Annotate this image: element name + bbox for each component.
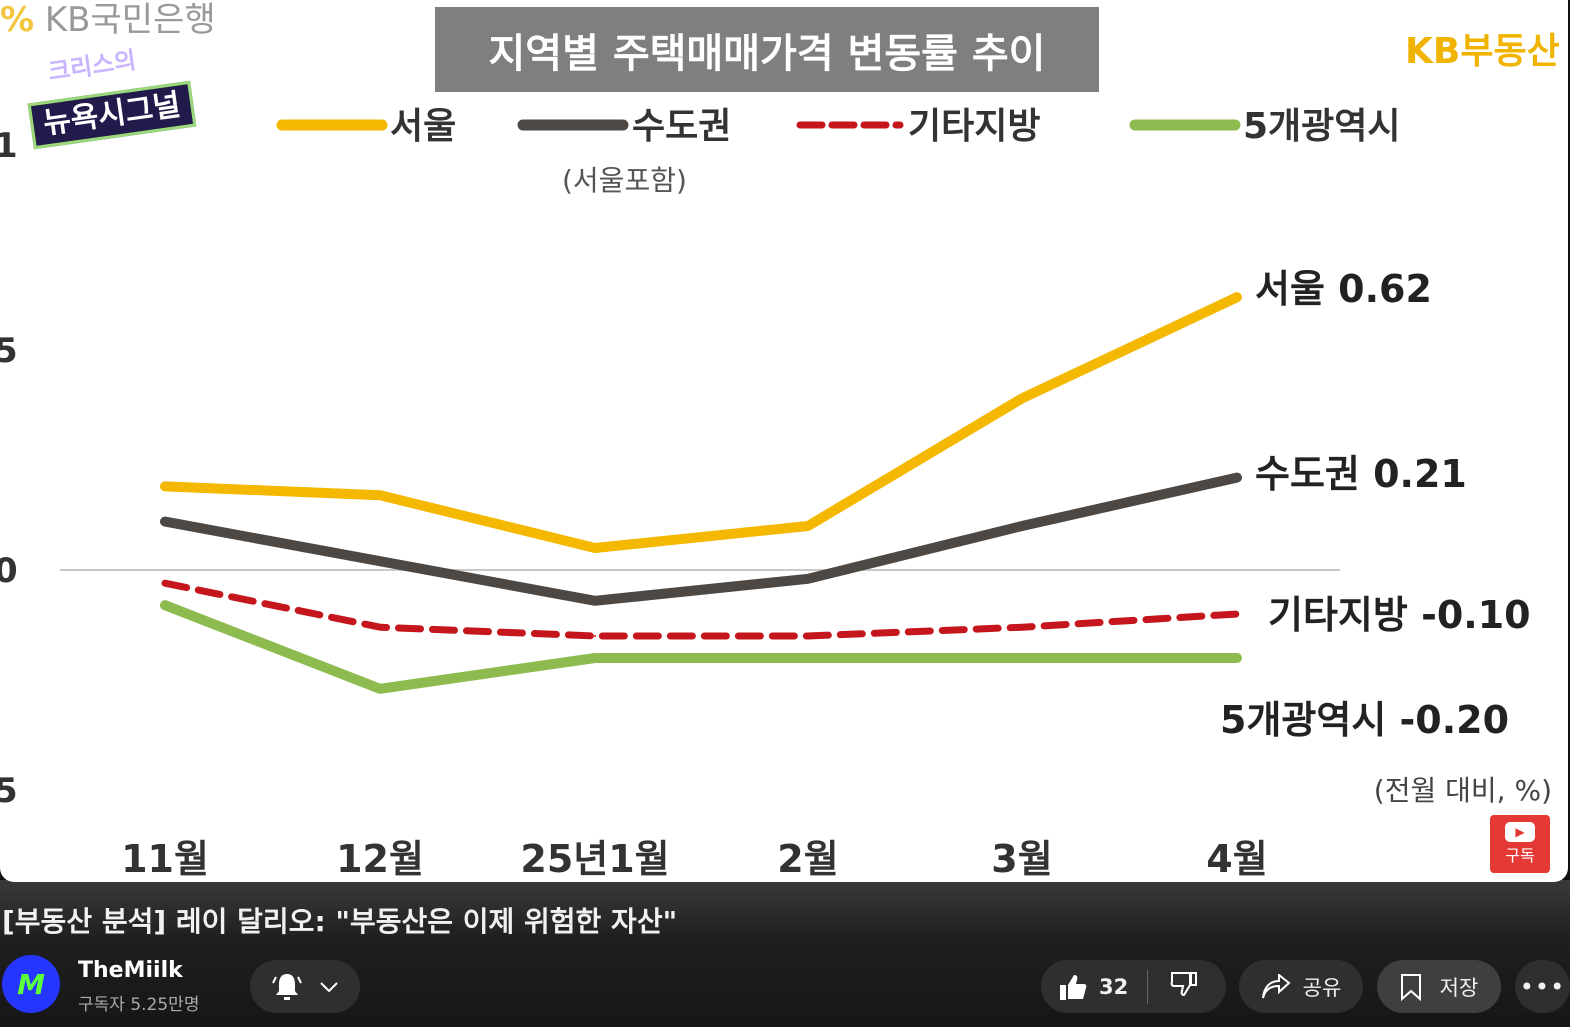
data-point xyxy=(594,547,596,549)
data-point xyxy=(164,520,166,523)
legend-label: 서울 xyxy=(390,106,456,147)
data-point xyxy=(379,687,381,690)
chevron-down-icon xyxy=(320,981,338,993)
data-point xyxy=(164,485,166,488)
kb-bank-logo: % KB국민은행 xyxy=(0,0,216,40)
series-line-3 xyxy=(161,579,1241,640)
avatar-logo: M xyxy=(17,967,45,1001)
data-point xyxy=(1021,525,1023,527)
more-icon: ••• xyxy=(1519,972,1566,1001)
subscribe-watermark-label: 구독 xyxy=(1505,846,1535,865)
save-label: 저장 xyxy=(1439,975,1479,1000)
y-tick-label: 5 xyxy=(0,771,18,811)
bell-icon xyxy=(272,971,302,1003)
notification-button[interactable] xyxy=(250,960,360,1013)
data-point xyxy=(379,494,381,497)
end-label: 서울 0.62 xyxy=(1255,267,1432,311)
channel-name[interactable]: TheMiilk xyxy=(78,958,183,983)
end-label: 기타지방 -0.10 xyxy=(1268,593,1531,637)
thumbs-down-icon xyxy=(1170,970,1198,998)
unit-note: (전월 대비, %) xyxy=(1374,774,1552,807)
data-point xyxy=(1021,626,1023,629)
data-point xyxy=(1021,397,1023,400)
series-line-1 xyxy=(160,472,1242,606)
bookmark-icon xyxy=(1400,973,1422,1001)
share-label: 공유 xyxy=(1302,975,1342,1000)
save-button[interactable]: 저장 xyxy=(1377,960,1501,1013)
y-tick-label: 1 xyxy=(0,126,18,166)
thumbs-up-icon xyxy=(1059,973,1087,1001)
dislike-button[interactable] xyxy=(1148,970,1198,1003)
data-point xyxy=(1021,657,1023,659)
x-tick-label: 3월 xyxy=(991,837,1052,881)
end-label: 수도권 0.21 xyxy=(1255,452,1467,496)
data-point xyxy=(807,657,809,659)
legend-label: 수도권 xyxy=(632,106,731,147)
subscribe-watermark-button[interactable]: ▶ 구독 xyxy=(1490,815,1550,873)
data-point xyxy=(164,582,166,585)
series-line-2 xyxy=(160,600,1242,694)
x-tick-label: 12월 xyxy=(336,837,424,881)
x-tick-label: 2월 xyxy=(777,837,838,881)
data-point xyxy=(1236,296,1238,299)
data-point xyxy=(1236,613,1238,615)
divider xyxy=(1147,969,1148,1004)
legend-label: 5개광역시 xyxy=(1243,106,1401,147)
share-button[interactable]: 공유 xyxy=(1239,960,1363,1013)
y-tick-label: 5 xyxy=(0,331,18,371)
play-icon: ▶ xyxy=(1505,822,1535,842)
subscriber-count: 구독자 5.25만명 xyxy=(78,995,200,1015)
data-point xyxy=(594,657,596,659)
like-button[interactable]: 32 xyxy=(1041,973,1147,1001)
y-tick-label: 0 xyxy=(0,551,18,591)
like-dislike-group: 32 xyxy=(1041,960,1226,1013)
data-point xyxy=(594,635,596,637)
more-actions-button[interactable]: ••• xyxy=(1515,960,1570,1013)
legend-label: 기타지방 xyxy=(908,106,1040,147)
data-point xyxy=(807,635,809,637)
data-point xyxy=(164,604,166,607)
kb-realestate-logo: KB부동산 xyxy=(1405,31,1560,72)
channel-avatar[interactable]: M xyxy=(2,955,60,1013)
end-label: 5개광역시 -0.20 xyxy=(1220,698,1509,742)
x-tick-label: 11월 xyxy=(121,837,209,881)
data-point xyxy=(807,577,809,580)
data-point xyxy=(379,626,381,629)
like-count: 32 xyxy=(1099,974,1129,999)
data-point xyxy=(379,560,381,563)
video-title: [부동산 분석] 레이 달리오: "부동산은 이제 위험한 자산" xyxy=(2,905,678,938)
chart-title: 지역별 주택매매가격 변동률 추이 xyxy=(435,7,1099,92)
data-point xyxy=(594,599,596,602)
series-line-0 xyxy=(160,292,1242,553)
data-point xyxy=(1236,657,1238,659)
data-point xyxy=(807,525,809,527)
legend-note: (서울포함) xyxy=(562,164,687,197)
x-tick-label: 4월 xyxy=(1206,837,1267,881)
x-tick-label: 25년1월 xyxy=(520,837,669,881)
data-point xyxy=(1236,476,1238,479)
share-icon xyxy=(1261,973,1291,1000)
